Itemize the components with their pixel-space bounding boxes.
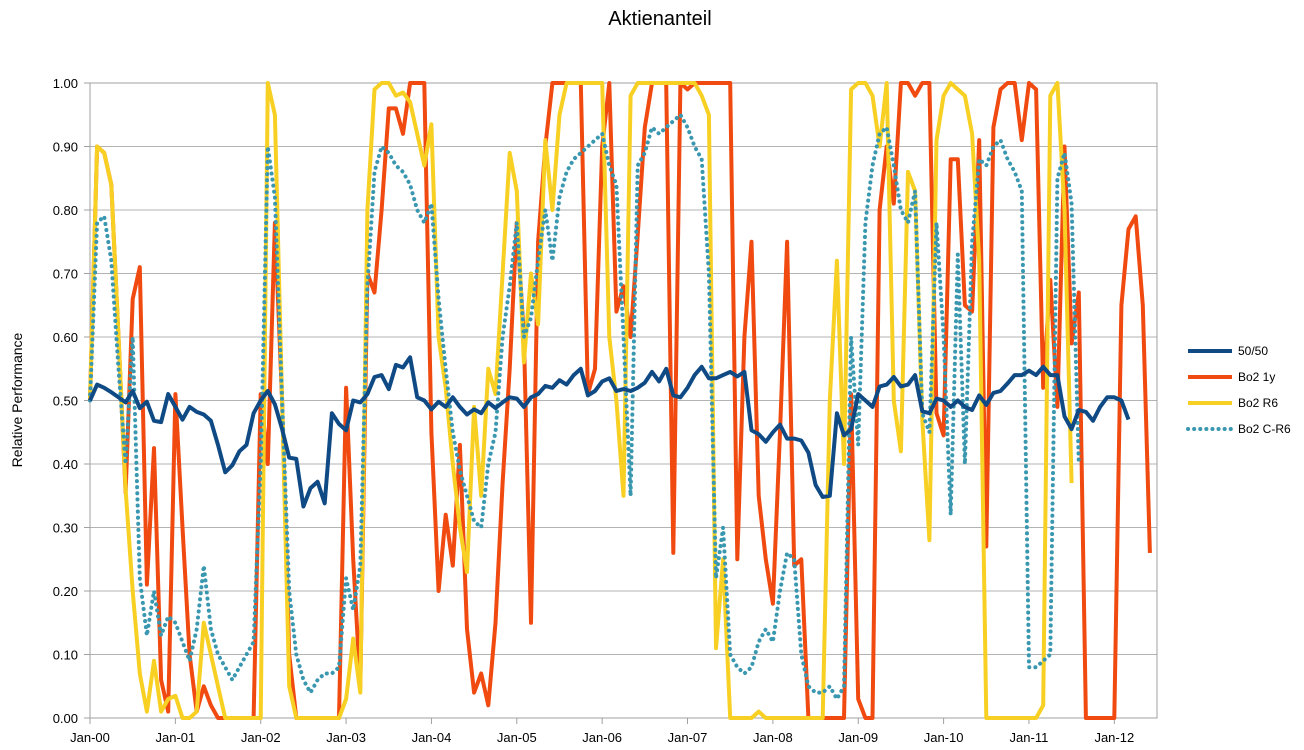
x-tick-label: Jan-04 (412, 730, 452, 745)
y-tick-label: 0.30 (53, 521, 78, 536)
y-tick-label: 0.40 (53, 457, 78, 472)
y-tick-label: 0.90 (53, 140, 78, 155)
legend-label: Bo2 R6 (1238, 396, 1278, 410)
y-tick-label: 0.20 (53, 584, 78, 599)
legend: 50/50 Bo2 1y Bo2 R6 Bo2 C-R6 (1186, 344, 1291, 436)
x-axis-ticks: Jan-00 Jan-01 Jan-02 Jan-03 Jan-04 Jan-05 Jan-… (70, 718, 1134, 745)
x-tick-label: Jan-01 (155, 730, 195, 745)
y-tick-label: 0.10 (53, 648, 78, 663)
y-axis-ticks: 0.00 0.10 0.20 0.30 0.40 0.50 0.60 0.70 0.80 0.90… (53, 76, 90, 726)
chart-title: Aktienanteil (608, 8, 711, 30)
x-tick-label: Jan-00 (70, 730, 110, 745)
y-tick-label: 0.60 (53, 330, 78, 345)
x-tick-label: Jan-07 (668, 730, 708, 745)
x-tick-label: Jan-03 (326, 730, 366, 745)
x-tick-label: Jan-06 (582, 730, 622, 745)
y-tick-label: 0.70 (53, 267, 78, 282)
y-tick-label: 0.00 (53, 711, 78, 726)
x-tick-label: Jan-11 (1010, 730, 1049, 745)
series-line-bo2-c-r6 (88, 112, 1081, 701)
y-tick-label: 0.80 (53, 203, 78, 218)
x-tick-label: Jan-10 (924, 730, 964, 745)
legend-label: Bo2 1y (1238, 370, 1275, 384)
x-tick-label: Jan-02 (241, 730, 281, 745)
series-group (88, 81, 1152, 720)
x-tick-label: Jan-12 (1094, 730, 1134, 745)
y-tick-label: 0.50 (53, 394, 78, 409)
y-axis-label: Relative Performance (9, 332, 25, 467)
legend-label: Bo2 C-R6 (1238, 422, 1291, 436)
x-tick-label: Jan-08 (753, 730, 793, 745)
x-tick-label: Jan-09 (838, 730, 878, 745)
series-line-bo2-r6 (88, 81, 1074, 720)
y-tick-label: 1.00 (53, 76, 78, 91)
series-line-50-50 (88, 355, 1131, 509)
x-tick-label: Jan-05 (497, 730, 537, 745)
legend-label: 50/50 (1238, 344, 1268, 358)
series-line-bo2-1y (88, 81, 1152, 720)
